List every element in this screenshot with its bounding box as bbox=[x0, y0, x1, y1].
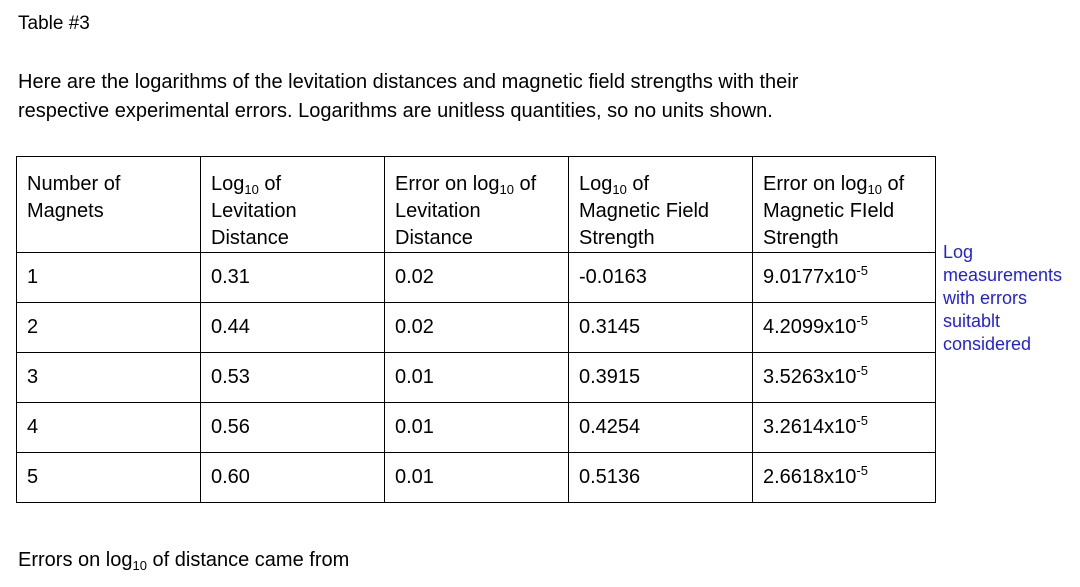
page-title: Table #3 bbox=[18, 13, 90, 34]
cell-log-field: 0.4254 bbox=[568, 402, 753, 453]
cell-error-log-field: 3.5263x10-5 bbox=[752, 352, 936, 403]
cell-error-log-field: 3.2614x10-5 bbox=[752, 402, 936, 453]
cell-log-distance: 0.60 bbox=[200, 452, 385, 503]
table-row: 2 0.44 0.02 0.3145 4.2099x10-5 bbox=[16, 302, 936, 353]
header-log-levitation-distance: Log10 of Levitation Distance bbox=[200, 156, 385, 253]
cell-error-log-field: 9.0177x10-5 bbox=[752, 252, 936, 303]
cell-error-log-distance: 0.01 bbox=[384, 352, 569, 403]
cell-error-log-field: 4.2099x10-5 bbox=[752, 302, 936, 353]
header-error-log-magnetic-field-strength: Error on log10 of Magnetic FIeld Strengt… bbox=[752, 156, 936, 253]
header-number-of-magnets: Number of Magnets bbox=[16, 156, 201, 253]
cell-log-field: 0.5136 bbox=[568, 452, 753, 503]
cell-log-field: 0.3915 bbox=[568, 352, 753, 403]
intro-line-2: respective experimental errors. Logarith… bbox=[18, 100, 773, 122]
cell-error-log-distance: 0.02 bbox=[384, 252, 569, 303]
cell-log-distance: 0.53 bbox=[200, 352, 385, 403]
table-header-row: Number of Magnets Log10 of Levitation Di… bbox=[16, 156, 936, 253]
cell-number-of-magnets: 5 bbox=[16, 452, 201, 503]
cell-log-field: -0.0163 bbox=[568, 252, 753, 303]
cell-number-of-magnets: 1 bbox=[16, 252, 201, 303]
table-row: 1 0.31 0.02 -0.0163 9.0177x10-5 bbox=[16, 252, 936, 303]
cell-log-distance: 0.31 bbox=[200, 252, 385, 303]
table-row: 5 0.60 0.01 0.5136 2.6618x10-5 bbox=[16, 452, 936, 503]
cell-error-log-distance: 0.01 bbox=[384, 402, 569, 453]
header-error-log-levitation-distance: Error on log10 of Levitation Distance bbox=[384, 156, 569, 253]
intro-line-1: Here are the logarithms of the levitatio… bbox=[18, 71, 799, 93]
cell-number-of-magnets: 3 bbox=[16, 352, 201, 403]
table-row: 3 0.53 0.01 0.3915 3.5263x10-5 bbox=[16, 352, 936, 403]
cell-error-log-distance: 0.02 bbox=[384, 302, 569, 353]
cell-number-of-magnets: 2 bbox=[16, 302, 201, 353]
cell-error-log-field: 2.6618x10-5 bbox=[752, 452, 936, 503]
footer-text: Errors on log10 of distance came from bbox=[18, 549, 350, 573]
margin-comment: Log measurements with errors suitablt co… bbox=[943, 242, 1063, 354]
cell-log-distance: 0.56 bbox=[200, 402, 385, 453]
cell-error-log-distance: 0.01 bbox=[384, 452, 569, 503]
cell-number-of-magnets: 4 bbox=[16, 402, 201, 453]
cell-log-distance: 0.44 bbox=[200, 302, 385, 353]
table-row: 4 0.56 0.01 0.4254 3.2614x10-5 bbox=[16, 402, 936, 453]
log-data-table: Number of Magnets Log10 of Levitation Di… bbox=[16, 156, 936, 503]
cell-log-field: 0.3145 bbox=[568, 302, 753, 353]
header-log-magnetic-field-strength: Log10 of Magnetic Field Strength bbox=[568, 156, 753, 253]
intro-paragraph: Here are the logarithms of the levitatio… bbox=[18, 68, 918, 126]
